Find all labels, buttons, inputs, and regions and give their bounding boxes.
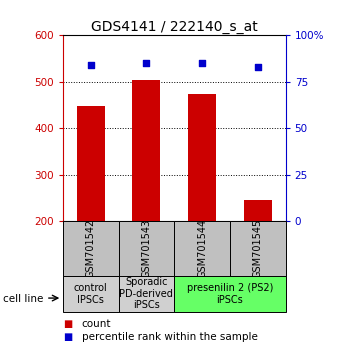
Point — [199, 61, 205, 66]
Bar — [133, 80, 160, 221]
Text: ■: ■ — [63, 319, 72, 329]
Title: GDS4141 / 222140_s_at: GDS4141 / 222140_s_at — [91, 21, 258, 34]
Text: GSM701543: GSM701543 — [141, 219, 151, 278]
Point — [144, 61, 149, 66]
Bar — [188, 95, 216, 221]
Bar — [77, 107, 105, 221]
Text: presenilin 2 (PS2)
iPSCs: presenilin 2 (PS2) iPSCs — [187, 283, 273, 305]
Bar — [244, 200, 272, 221]
Text: GSM701545: GSM701545 — [253, 219, 263, 278]
Point — [255, 64, 260, 70]
Text: percentile rank within the sample: percentile rank within the sample — [82, 332, 257, 342]
Bar — [63, 276, 119, 312]
Bar — [63, 221, 119, 276]
Point — [88, 62, 94, 68]
Text: GSM701544: GSM701544 — [197, 219, 207, 278]
Text: GSM701542: GSM701542 — [86, 219, 96, 278]
Bar — [174, 276, 286, 312]
Bar — [119, 221, 174, 276]
Text: Sporadic
PD-derived
iPSCs: Sporadic PD-derived iPSCs — [119, 277, 173, 310]
Bar — [119, 276, 174, 312]
Text: control
IPSCs: control IPSCs — [74, 283, 108, 305]
Text: count: count — [82, 319, 111, 329]
Text: ■: ■ — [63, 332, 72, 342]
Bar — [174, 221, 230, 276]
Bar — [230, 221, 286, 276]
Text: cell line: cell line — [3, 294, 44, 304]
